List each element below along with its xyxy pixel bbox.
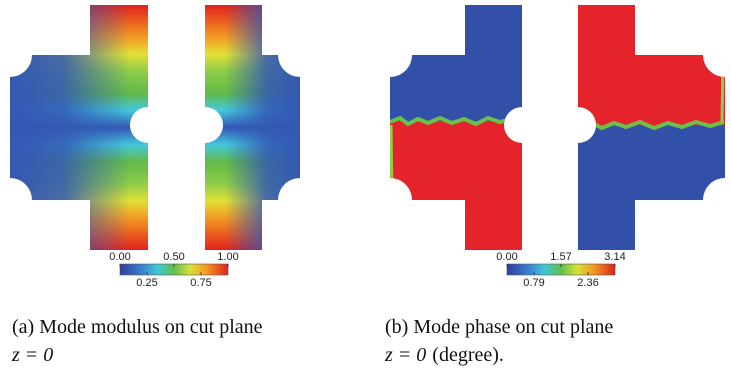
caption-b: (b) Mode phase on cut plane: [385, 316, 613, 338]
colorbar-label: 1.57: [550, 251, 571, 263]
colorbar-label: 3.14: [604, 251, 625, 263]
colorbar: 0.00 0.50 1.00 0.25 0.75: [109, 251, 238, 289]
colorbar-label: 1.00: [217, 251, 238, 263]
colorbar-label: 0.00: [109, 251, 130, 263]
colorbar-label: 2.36: [577, 277, 598, 289]
caption-a: (a) Mode modulus on cut plane: [12, 316, 263, 338]
caption-b-suffix: (degree).: [432, 344, 504, 366]
colorbar: 0.00 1.57 3.14 0.79 2.36: [496, 251, 625, 289]
colorbar-label: 0.79: [523, 277, 544, 289]
phase-field: [390, 5, 725, 250]
modulus-field: [10, 5, 300, 250]
caption-b-line2: z = 0 (degree).: [384, 344, 504, 366]
caption-b-math: z = 0: [384, 344, 426, 366]
colorbar-label: 0.50: [163, 251, 184, 263]
colorbar-label: 0.75: [190, 277, 211, 289]
colorbar-label: 0.25: [136, 277, 157, 289]
colorbar-label: 0.00: [496, 251, 517, 263]
caption-a-math: z = 0: [11, 344, 53, 366]
